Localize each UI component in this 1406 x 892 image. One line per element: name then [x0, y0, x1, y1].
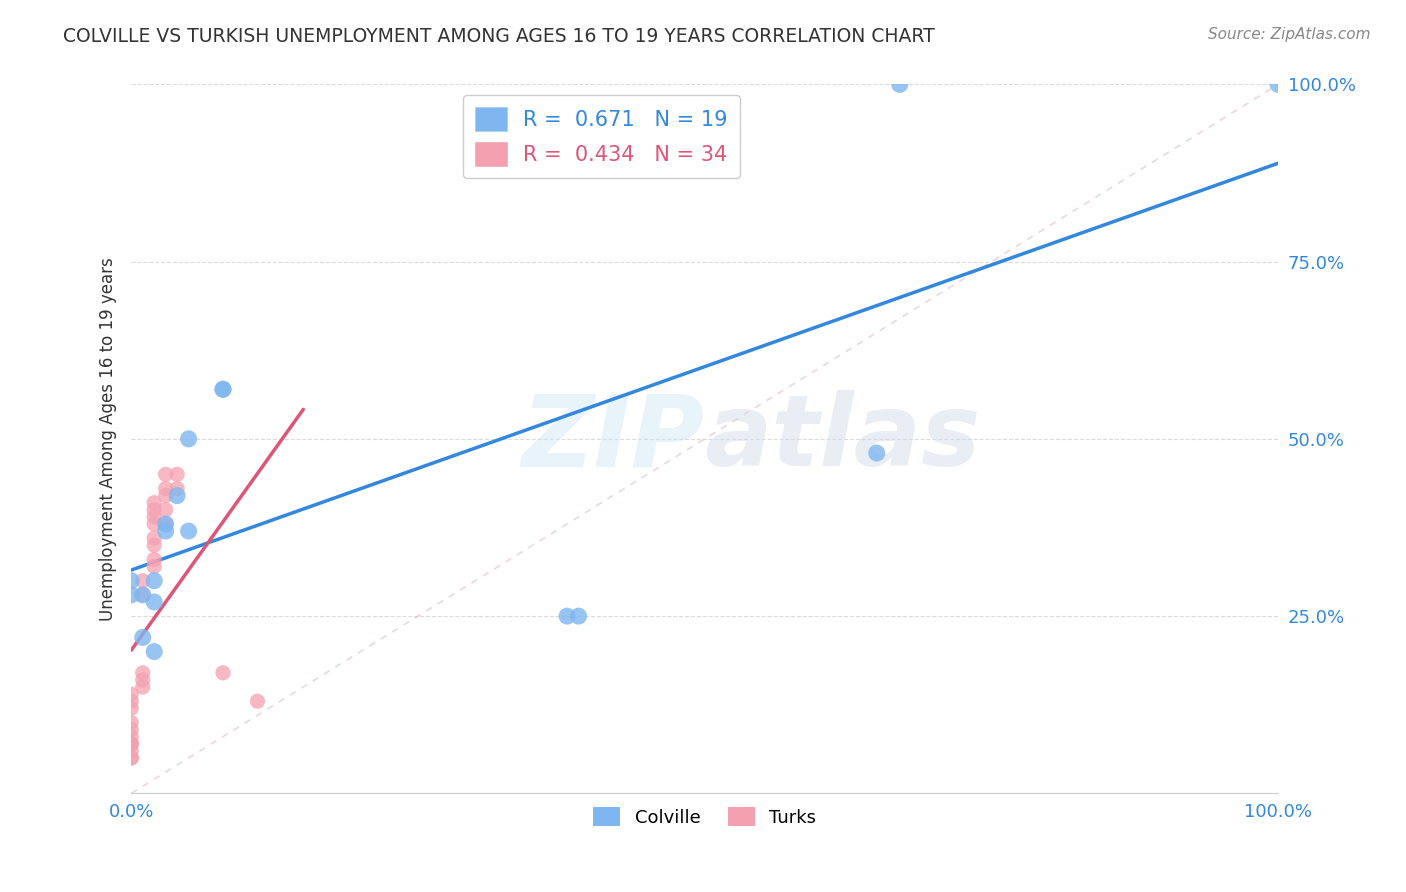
- Point: [177, 432, 200, 446]
- Point: [866, 446, 889, 460]
- Point: [143, 644, 166, 658]
- Point: [166, 482, 188, 496]
- Point: [177, 524, 200, 538]
- Point: [132, 588, 155, 602]
- Point: [143, 538, 166, 552]
- Y-axis label: Unemployment Among Ages 16 to 19 years: Unemployment Among Ages 16 to 19 years: [100, 257, 117, 621]
- Point: [1267, 78, 1289, 92]
- Point: [132, 673, 155, 687]
- Point: [132, 588, 155, 602]
- Point: [132, 631, 155, 645]
- Text: Source: ZipAtlas.com: Source: ZipAtlas.com: [1208, 27, 1371, 42]
- Point: [143, 516, 166, 531]
- Point: [132, 665, 155, 680]
- Point: [212, 382, 235, 396]
- Legend: Colville, Turks: Colville, Turks: [586, 800, 824, 834]
- Point: [155, 467, 177, 482]
- Point: [120, 588, 142, 602]
- Point: [143, 503, 166, 517]
- Point: [155, 489, 177, 503]
- Point: [155, 516, 177, 531]
- Point: [166, 489, 188, 503]
- Point: [246, 694, 269, 708]
- Point: [143, 559, 166, 574]
- Text: COLVILLE VS TURKISH UNEMPLOYMENT AMONG AGES 16 TO 19 YEARS CORRELATION CHART: COLVILLE VS TURKISH UNEMPLOYMENT AMONG A…: [63, 27, 935, 45]
- Point: [120, 574, 142, 588]
- Point: [155, 524, 177, 538]
- Point: [555, 609, 578, 624]
- Point: [120, 737, 142, 751]
- Point: [155, 482, 177, 496]
- Point: [120, 715, 142, 730]
- Point: [143, 595, 166, 609]
- Point: [567, 609, 589, 624]
- Point: [155, 503, 177, 517]
- Point: [120, 694, 142, 708]
- Point: [143, 574, 166, 588]
- Point: [212, 665, 235, 680]
- Point: [155, 516, 177, 531]
- Point: [212, 382, 235, 396]
- Point: [132, 680, 155, 694]
- Text: ZIP: ZIP: [522, 391, 704, 487]
- Point: [120, 730, 142, 744]
- Point: [120, 701, 142, 715]
- Point: [143, 552, 166, 566]
- Text: atlas: atlas: [704, 391, 981, 487]
- Point: [143, 531, 166, 545]
- Point: [132, 574, 155, 588]
- Point: [120, 723, 142, 737]
- Point: [889, 78, 911, 92]
- Point: [120, 744, 142, 758]
- Point: [120, 751, 142, 765]
- Point: [143, 496, 166, 510]
- Point: [143, 509, 166, 524]
- Point: [120, 737, 142, 751]
- Point: [120, 751, 142, 765]
- Point: [166, 467, 188, 482]
- Point: [120, 687, 142, 701]
- Point: [120, 737, 142, 751]
